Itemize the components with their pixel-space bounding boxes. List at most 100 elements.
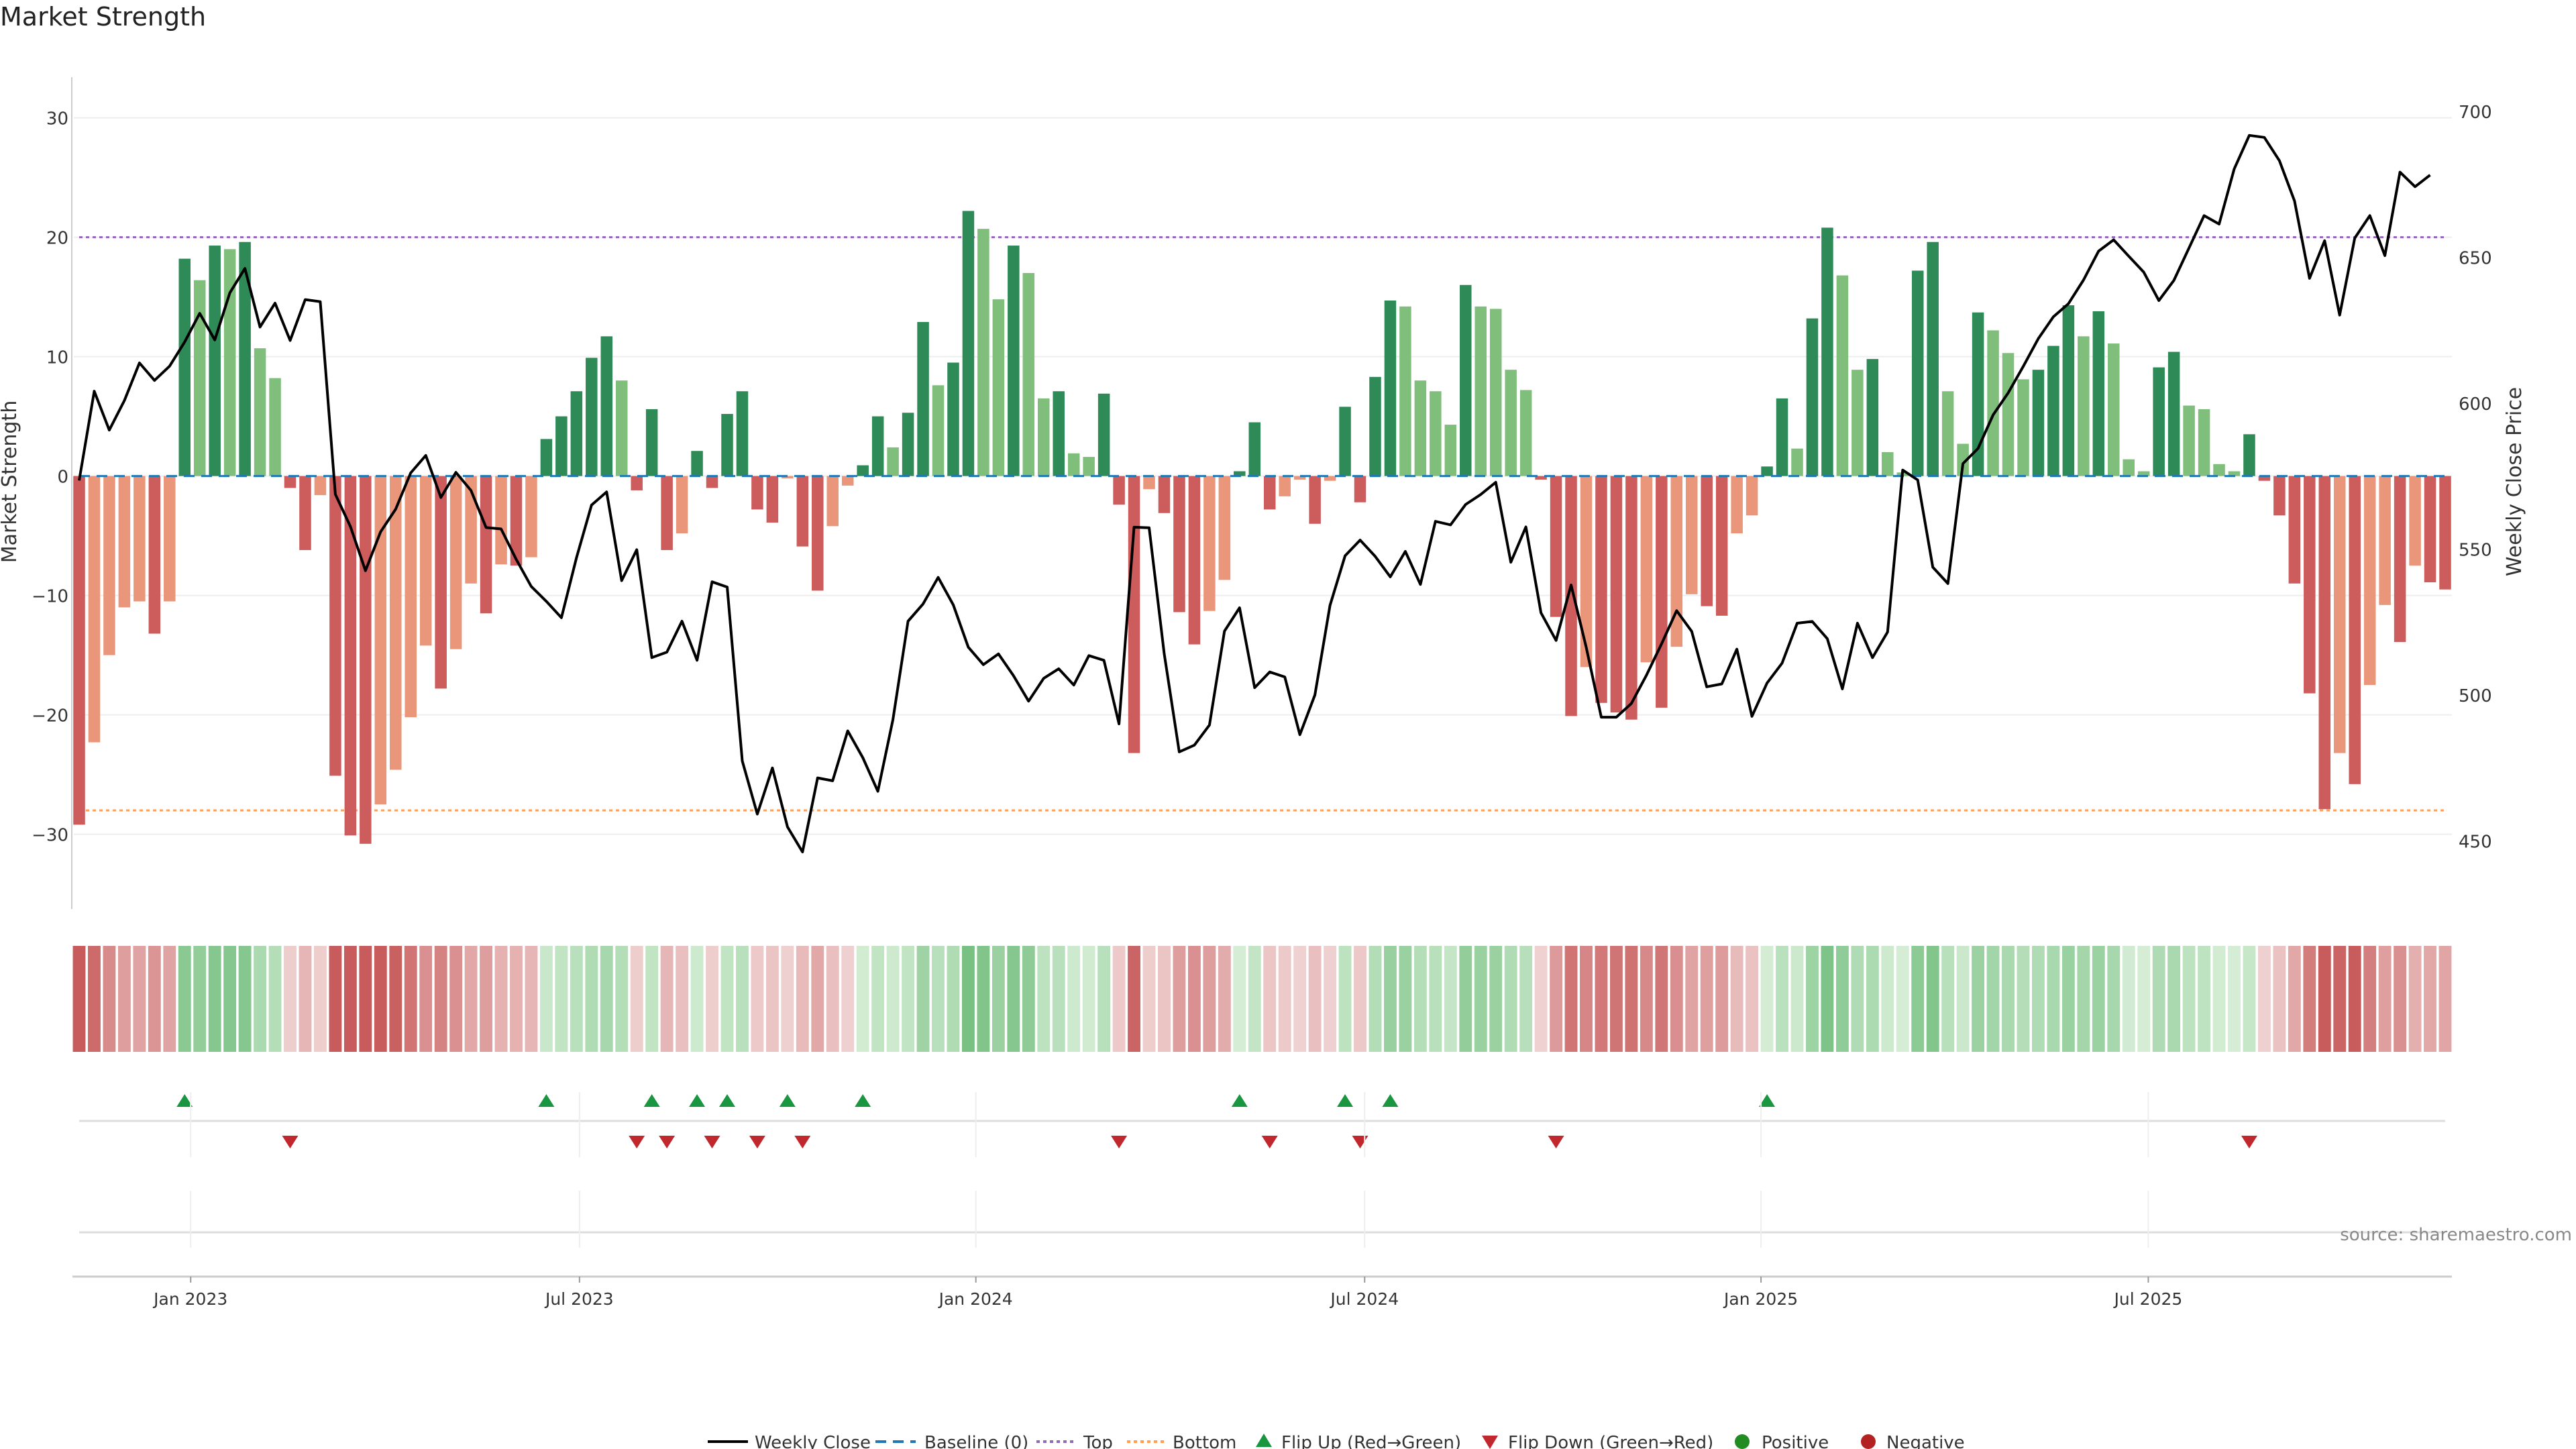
strength-bar [1610, 476, 1623, 713]
heat-cell [585, 946, 598, 1052]
heat-cell [600, 946, 613, 1052]
strength-bar [1309, 476, 1321, 524]
legend-item-flip-down: Flip Down (Green→Red) [1482, 1433, 1713, 1449]
left-tick-label: −30 [32, 826, 68, 846]
heat-cell [72, 946, 86, 1052]
strength-bar [1882, 452, 1894, 476]
strength-bar [2243, 434, 2255, 476]
heat-cell [2017, 946, 2030, 1052]
right-tick-label: 550 [2459, 541, 2492, 561]
heat-cell [2167, 946, 2181, 1052]
strength-bar [360, 476, 372, 844]
strength-bar [992, 299, 1005, 476]
heat-cell [1595, 946, 1608, 1052]
heat-cell [1730, 946, 1743, 1052]
strength-bar [1866, 359, 1879, 476]
strength-bar [2318, 476, 2331, 810]
strength-bar [721, 414, 733, 476]
strength-bar [1008, 246, 1020, 476]
flip-up-marker [855, 1094, 871, 1107]
strength-bar [254, 348, 266, 476]
heat-cell [1760, 946, 1774, 1052]
heat-cell [343, 946, 357, 1052]
strength-bar [2078, 336, 2090, 476]
left-tick-label: 10 [46, 348, 68, 368]
heat-cell [1368, 946, 1382, 1052]
heat-cell [1670, 946, 1683, 1052]
strength-bar [962, 211, 975, 476]
strength-bar [1279, 476, 1291, 496]
heat-cell [1821, 946, 1834, 1052]
strength-bar [2047, 345, 2059, 476]
strength-bar [1911, 270, 1924, 476]
flip-down-marker [1261, 1136, 1278, 1148]
strength-bar [223, 249, 236, 476]
heat-cell [1776, 946, 1788, 1052]
heat-cell [947, 946, 960, 1052]
heat-cell [178, 946, 191, 1052]
weekly-close-line [78, 133, 2431, 853]
strength-bar [2092, 311, 2105, 476]
flip-down-marker [659, 1136, 676, 1148]
heat-cell [2438, 946, 2452, 1052]
heat-cell [1700, 946, 1713, 1052]
heat-cell [1896, 946, 1909, 1052]
strength-bar [2032, 370, 2045, 476]
strength-bar [1836, 275, 1849, 476]
strength-bar [871, 416, 884, 476]
heat-cell [1489, 946, 1503, 1052]
strength-bar [209, 246, 221, 476]
heat-cell [238, 946, 252, 1052]
strength-bar [118, 476, 131, 608]
strength-bar [1158, 476, 1171, 513]
strength-bar [1399, 306, 1411, 476]
strength-bar [1053, 391, 1065, 476]
heat-cell [765, 946, 779, 1052]
heat-cell [2107, 946, 2121, 1052]
heat-cell [1278, 946, 1291, 1052]
heat-cell [2152, 946, 2165, 1052]
strength-bar [1715, 476, 1728, 616]
heat-cell [676, 946, 689, 1052]
heat-cell [1881, 946, 1894, 1052]
flip-up-marker [538, 1094, 555, 1107]
strength-bar [1806, 318, 1819, 476]
legend-item-flip-up: Flip Up (Red→Green) [1256, 1433, 1461, 1449]
heat-cell [886, 946, 900, 1052]
heat-cell [2318, 946, 2331, 1052]
strength-bar [103, 476, 115, 655]
strength-bar [1957, 443, 1969, 476]
heat-cell [223, 946, 237, 1052]
heat-cell [1399, 946, 1412, 1052]
heat-cell [494, 946, 508, 1052]
legend-label-flip-down: Flip Down (Green→Red) [1508, 1433, 1713, 1449]
heat-cell [1790, 946, 1804, 1052]
heat-cell [2182, 946, 2196, 1052]
strength-bar [1460, 284, 1472, 476]
strength-bar [1580, 476, 1593, 667]
legend-item-bottom: Bottom [1127, 1433, 1236, 1449]
strength-bar [480, 476, 492, 614]
flip-up-marker [1337, 1094, 1354, 1107]
strength-bar [736, 391, 749, 476]
heat-cell [690, 946, 704, 1052]
strength-bar [857, 465, 869, 476]
heat-cell [2137, 946, 2151, 1052]
strength-bar [600, 336, 613, 476]
strength-bar [269, 378, 281, 476]
strength-bar [1113, 476, 1125, 505]
strength-bar [570, 391, 583, 476]
strength-bar [525, 476, 537, 557]
heat-cell [1293, 946, 1307, 1052]
flip-up-marker [1231, 1094, 1248, 1107]
x-tick-label: Jul 2023 [544, 1289, 614, 1309]
strength-bar [1414, 380, 1427, 476]
strength-bar [2198, 409, 2210, 476]
flip-down-marker [749, 1136, 765, 1148]
strength-bar [1535, 476, 1547, 480]
strength-bar [1791, 448, 1803, 476]
legend-item-top: Top [1036, 1433, 1113, 1449]
right-tick-label: 650 [2459, 249, 2492, 269]
heat-cell [1806, 946, 1819, 1052]
strength-bar [73, 476, 85, 825]
